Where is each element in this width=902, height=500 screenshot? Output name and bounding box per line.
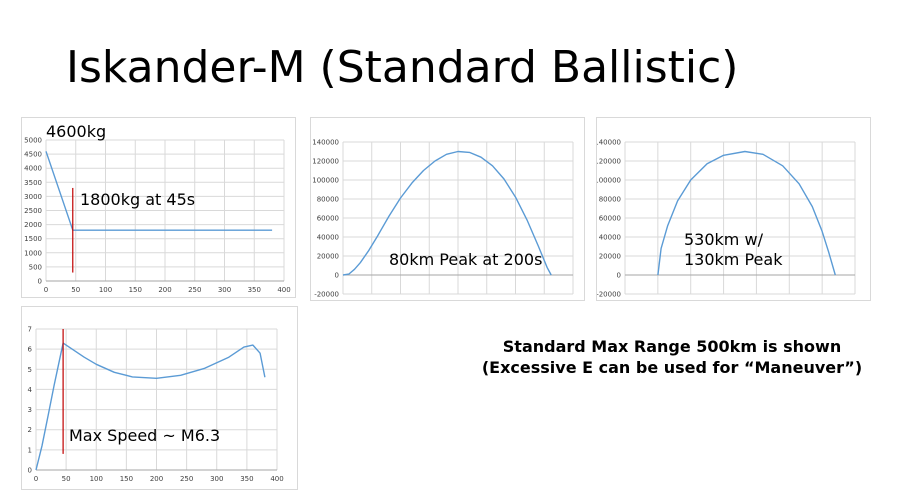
y-tick-label: -20000	[314, 291, 339, 299]
x-tick-label: 350	[538, 299, 551, 300]
y-tick-label: 6	[28, 346, 33, 354]
y-tick-label: 1500	[24, 235, 42, 243]
annotation-range: 530km w/ 130km Peak	[684, 230, 782, 270]
y-tick-label: 80000	[599, 196, 621, 204]
slide-title: Iskander-M (Standard Ballistic)	[66, 42, 739, 93]
mass-chart: 0 500 1000 1500 2000 2500 3000 3500 4000 4500 5000…	[21, 117, 296, 298]
x-tick-label: 50	[367, 299, 376, 300]
y-tick-label: 0	[38, 278, 42, 286]
x-tick-label: 150	[120, 475, 133, 483]
x-tick-label: -100000	[610, 299, 639, 300]
x-tick-label: 350	[248, 286, 261, 294]
x-tick-label: 250	[180, 475, 193, 483]
x-tick-label: 0	[44, 286, 48, 294]
altitude-chart: -20000 0 20000 40000 60000 80000 100000 120000 1…	[310, 117, 585, 301]
x-tick-label: 0	[341, 299, 345, 300]
x-tick-label: 200	[150, 475, 163, 483]
range-note: Standard Max Range 500km is shown (Exces…	[474, 337, 870, 379]
x-tick-label: 250	[188, 286, 201, 294]
annotation-range-line2: 130km Peak	[684, 250, 783, 269]
y-tick-label: -20000	[597, 291, 621, 299]
x-tick-label: 100	[394, 299, 407, 300]
annotation-max-speed: Max Speed ~ M6.3	[69, 426, 221, 445]
y-tick-label: 500	[29, 263, 42, 271]
y-tick-label: 140000	[597, 139, 621, 147]
x-tick-label: 100	[90, 475, 103, 483]
x-tick-label: 500000	[809, 299, 836, 300]
y-tick-label: 7	[28, 326, 32, 334]
trajectory-chart: -20000 0 20000 40000 60000 80000 100000 120000 1…	[596, 117, 871, 301]
x-tick-label: 400	[270, 475, 283, 483]
y-tick-label: 120000	[597, 158, 621, 166]
series-line	[342, 150, 552, 276]
y-tick-label: 1	[28, 446, 32, 454]
annotation-range-line1: 530km w/	[684, 230, 763, 249]
series-line	[657, 150, 836, 276]
y-tick-label: 4500	[24, 151, 42, 159]
y-tick-label: 0	[617, 272, 621, 280]
x-tick-label: 400000	[776, 299, 803, 300]
series-line	[35, 342, 266, 471]
y-tick-label: 1000	[24, 249, 42, 257]
x-tick-label: 100000	[677, 299, 704, 300]
annotation-initial-mass: 4600kg	[46, 122, 107, 141]
y-tick-label: 20000	[317, 253, 339, 261]
x-tick-label: 300000	[743, 299, 770, 300]
x-tick-label: 0	[656, 299, 660, 300]
y-tick-label: 120000	[312, 158, 339, 166]
x-tick-label: 0	[34, 475, 38, 483]
x-tick-label: 300	[509, 299, 522, 300]
x-tick-label: 150	[129, 286, 142, 294]
y-tick-label: 2000	[24, 221, 42, 229]
y-tick-label: 2500	[24, 207, 42, 215]
x-tick-label: 600000	[842, 299, 869, 300]
range-note-line2: (Excessive E can be used for “Maneuver”)	[481, 357, 863, 377]
y-tick-label: 0	[28, 467, 32, 475]
y-tick-label: 4	[28, 386, 33, 394]
x-tick-label: 300	[210, 475, 223, 483]
y-tick-label: 40000	[317, 234, 339, 242]
y-tick-label: 60000	[317, 215, 339, 223]
y-tick-label: 5000	[24, 137, 42, 145]
y-tick-label: 3500	[24, 179, 42, 187]
y-tick-label: 0	[335, 272, 339, 280]
x-tick-label: 50	[71, 286, 80, 294]
speed-chart: 0 1 2 3 4 5 6 7 0 50 100 150 200 250 300 350 400 Max Spe…	[21, 306, 298, 490]
annotation-burnout-mass: 1800kg at 45s	[80, 190, 196, 209]
y-tick-label: 4000	[24, 165, 42, 173]
x-tick-label: 400	[566, 299, 579, 300]
y-tick-label: 140000	[312, 139, 339, 147]
y-tick-label: 100000	[312, 177, 339, 185]
x-tick-label: 200	[451, 299, 464, 300]
y-tick-label: 40000	[599, 234, 621, 242]
y-tick-label: 20000	[599, 253, 621, 261]
x-tick-label: 400	[277, 286, 290, 294]
range-note-line1: Standard Max Range 500km is shown	[502, 337, 842, 356]
annotation-peak-altitude: 80km Peak at 200s	[389, 250, 543, 269]
y-tick-label: 100000	[597, 177, 621, 185]
x-tick-label: 50	[62, 475, 71, 483]
x-tick-label: 350	[240, 475, 253, 483]
x-tick-label: 150	[423, 299, 436, 300]
y-tick-label: 60000	[599, 215, 621, 223]
x-tick-label: 250	[480, 299, 493, 300]
y-tick-label: 80000	[317, 196, 339, 204]
y-tick-label: 2	[28, 426, 32, 434]
x-tick-label: 300	[218, 286, 231, 294]
x-tick-label: 200	[158, 286, 171, 294]
x-tick-label: 100	[99, 286, 112, 294]
y-tick-label: 5	[28, 366, 32, 374]
y-tick-label: 3	[28, 406, 32, 414]
y-tick-label: 3000	[24, 193, 42, 201]
